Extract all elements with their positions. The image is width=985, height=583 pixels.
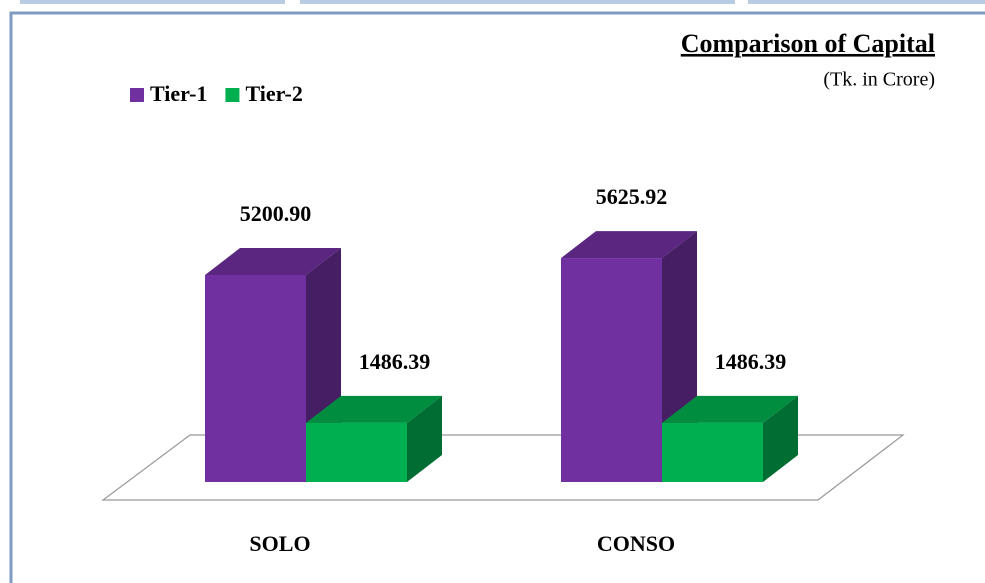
tab <box>300 0 735 4</box>
data-label: 5625.92 <box>596 184 668 209</box>
frame <box>9 11 985 583</box>
tab <box>20 0 285 4</box>
bar-top <box>662 395 798 423</box>
bar-side <box>407 395 442 482</box>
chart-subtitle: (Tk. in Crore) <box>823 69 935 91</box>
chart-title: Comparison of Capital <box>681 29 935 58</box>
bar <box>662 422 763 482</box>
legend-label: Tier-1 <box>150 81 207 106</box>
data-label: 5200.90 <box>240 201 312 226</box>
bar-side <box>763 395 798 482</box>
legend-label: Tier-2 <box>245 81 302 106</box>
data-label: 1486.39 <box>715 349 787 374</box>
bar-top <box>561 231 697 259</box>
bar <box>205 275 306 482</box>
bar <box>561 258 662 482</box>
data-label: 1486.39 <box>359 349 431 374</box>
legend-swatch <box>225 88 240 102</box>
tab <box>748 0 985 4</box>
bar-top <box>306 395 442 423</box>
bar <box>306 422 407 482</box>
bar-top <box>205 248 341 276</box>
legend-swatch <box>130 88 144 102</box>
x-tick-label: CONSO <box>597 531 675 556</box>
x-tick-label: SOLO <box>249 531 310 556</box>
